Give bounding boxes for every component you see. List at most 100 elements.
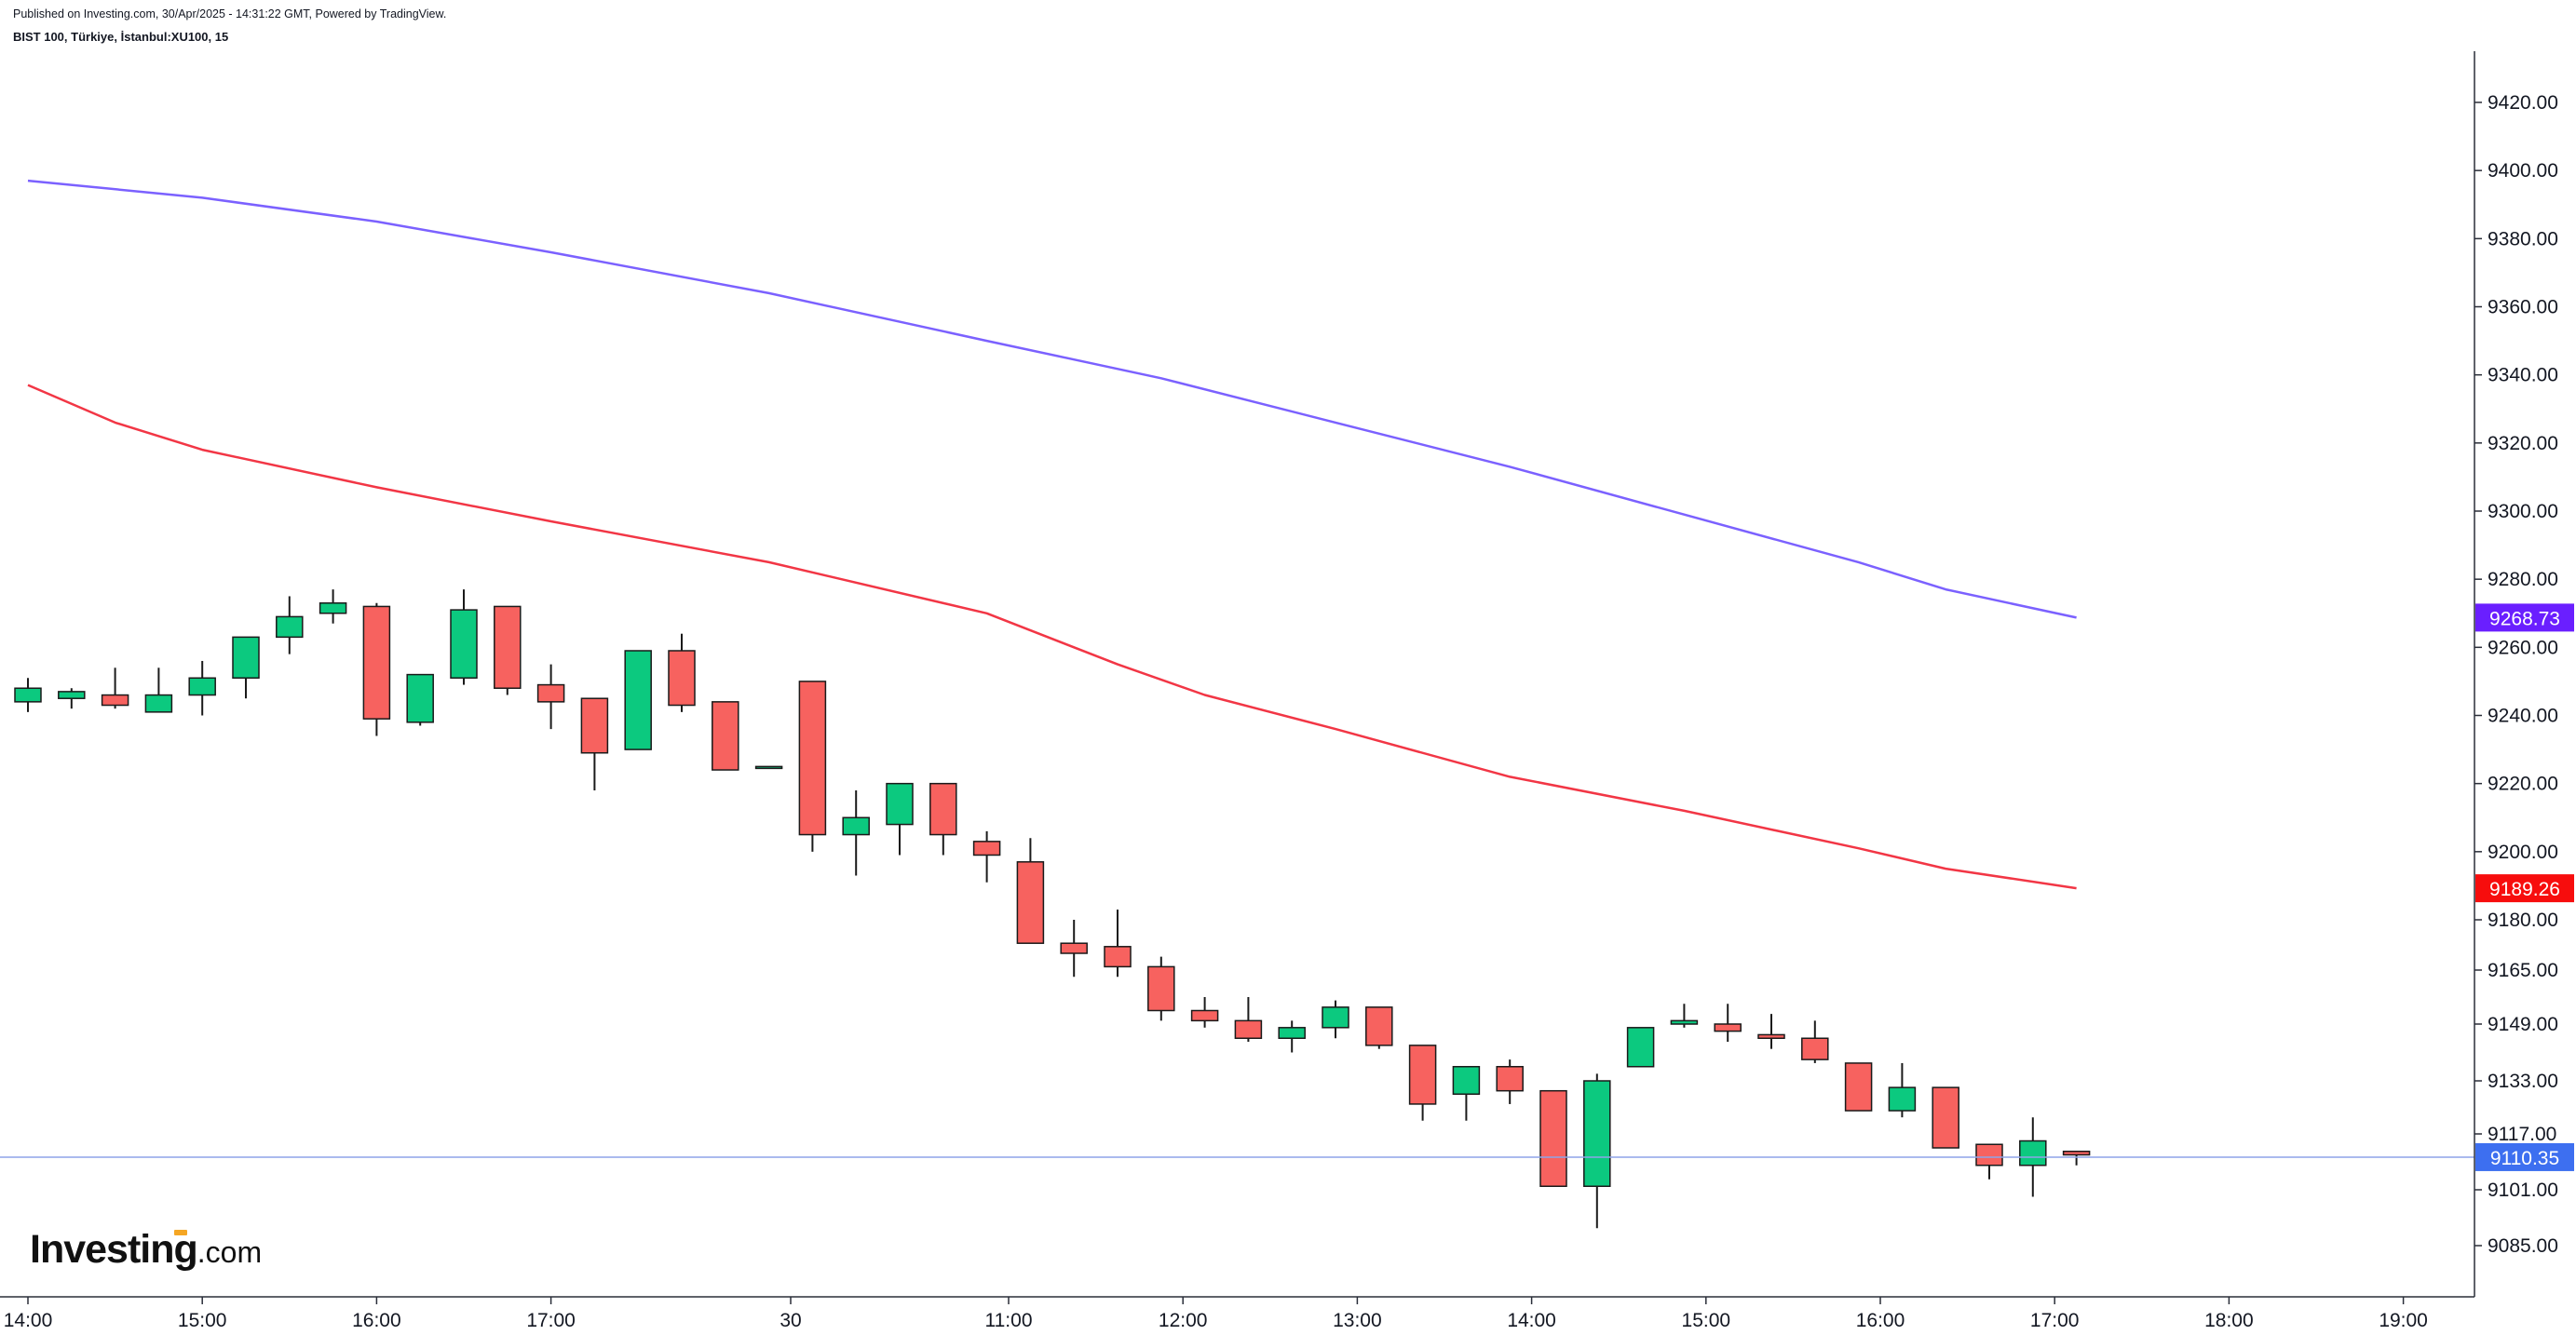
candle [1626,1027,1655,1068]
candle [1975,1143,2003,1180]
candle-body [972,841,1001,856]
x-tick-label: 13:00 [1333,1310,1382,1331]
y-tick-label: 9280.00 [2488,569,2558,590]
candle [362,602,391,736]
candle [144,668,173,713]
candle-body [1452,1066,1481,1095]
candle [450,589,478,685]
candle-body [1539,1089,1567,1187]
candle [1714,1004,1742,1043]
candle-body [1757,1033,1785,1039]
candle [754,765,783,770]
candle-body [406,673,434,723]
candle [2019,1117,2047,1197]
ma-tag-1-bg [2475,603,2574,632]
candle-body [362,605,391,720]
candle [1801,1020,1829,1063]
candle [1408,1045,1437,1121]
x-tick-label: 16:00 [352,1310,401,1331]
y-tick-label: 9101.00 [2488,1180,2558,1201]
candle [798,681,827,852]
candle-body [1626,1027,1655,1068]
published-caption: Published on Investing.com, 30/Apr/2025 … [13,7,447,20]
ma-tag-2-bg [2475,874,2574,903]
candle-body [144,694,173,713]
candle-body [232,636,260,680]
candle-body [276,615,304,639]
candle [2062,1151,2091,1166]
candle [14,678,42,712]
x-tick-label: 17:00 [2030,1310,2080,1331]
y-tick-label: 9085.00 [2488,1235,2558,1257]
x-tick-label: 14:00 [4,1310,53,1331]
candle [1365,1006,1393,1049]
candle-body [842,816,870,836]
candle-body [1408,1045,1437,1105]
y-tick-label: 9260.00 [2488,637,2558,658]
logo-suffix: com [205,1235,263,1269]
candle-body [886,782,914,826]
candle-body [188,677,216,696]
moving-averages [27,179,2077,890]
candle [1278,1020,1306,1053]
y-tick-label: 9149.00 [2488,1014,2558,1035]
x-tick-label: 14:00 [1507,1310,1556,1331]
axes: 9420.00 9400.00 9380.00 9360.00 9340.00 9320.… [0,51,2558,1331]
candle [536,664,565,730]
candle [1060,920,1088,978]
y-tick-label: 9360.00 [2488,297,2558,318]
y-tick-label: 9340.00 [2488,365,2558,386]
candle [1496,1059,1524,1104]
y-tick-label: 9200.00 [2488,842,2558,863]
candle-body [1104,946,1132,968]
candle-body [1888,1086,1917,1112]
candle [1016,838,1045,944]
candle [580,697,609,790]
candle-body [1932,1086,1959,1149]
candle-body [754,765,783,770]
price-tags: 9268.73 9189.26 9110.35 [2475,603,2574,1171]
candle-body [1190,1009,1219,1022]
candle [1190,997,1219,1028]
y-tick-label: 9400.00 [2488,160,2558,182]
moving-average-line-1 [27,179,2077,619]
candle [929,782,957,856]
candle [1322,1000,1349,1039]
candle-body [668,650,696,707]
candle [1888,1062,1917,1118]
candle [101,668,129,709]
x-tick-label: 19:00 [2379,1310,2428,1331]
candle-body [1496,1066,1524,1092]
y-tick-label: 9320.00 [2488,433,2558,454]
candle-body [101,694,129,707]
candle-body [319,602,347,614]
candle-body [1016,861,1045,944]
x-tick-label: 15:00 [178,1310,227,1331]
candle [1844,1062,1873,1112]
candle [232,636,260,699]
y-tick-label: 9133.00 [2488,1071,2558,1092]
candle [276,596,304,654]
candle [1670,1004,1699,1028]
current-price-tag-bg [2475,1142,2574,1171]
y-tick-label: 9240.00 [2488,706,2558,727]
candle-body [580,697,609,754]
x-tick-label: 30 [780,1310,801,1331]
x-tick-label: 12:00 [1159,1310,1208,1331]
candle [668,633,696,712]
candle-body [1670,1019,1699,1025]
y-tick-label: 9117.00 [2488,1124,2556,1145]
candle [188,660,216,716]
candle-body [494,605,522,689]
candle [972,830,1001,883]
x-tick-label: 11:00 [985,1310,1033,1331]
candle [712,701,739,771]
candle-body [1234,1019,1263,1039]
investing-logo: Investing. com [30,1227,262,1277]
candle [494,605,522,695]
candle [406,673,434,726]
symbol-title: BIST 100, Türkiye, İstanbul:XU100, 15 [13,30,229,44]
x-tick-label: 18:00 [2204,1310,2254,1331]
logo-word: Investing [30,1227,198,1272]
